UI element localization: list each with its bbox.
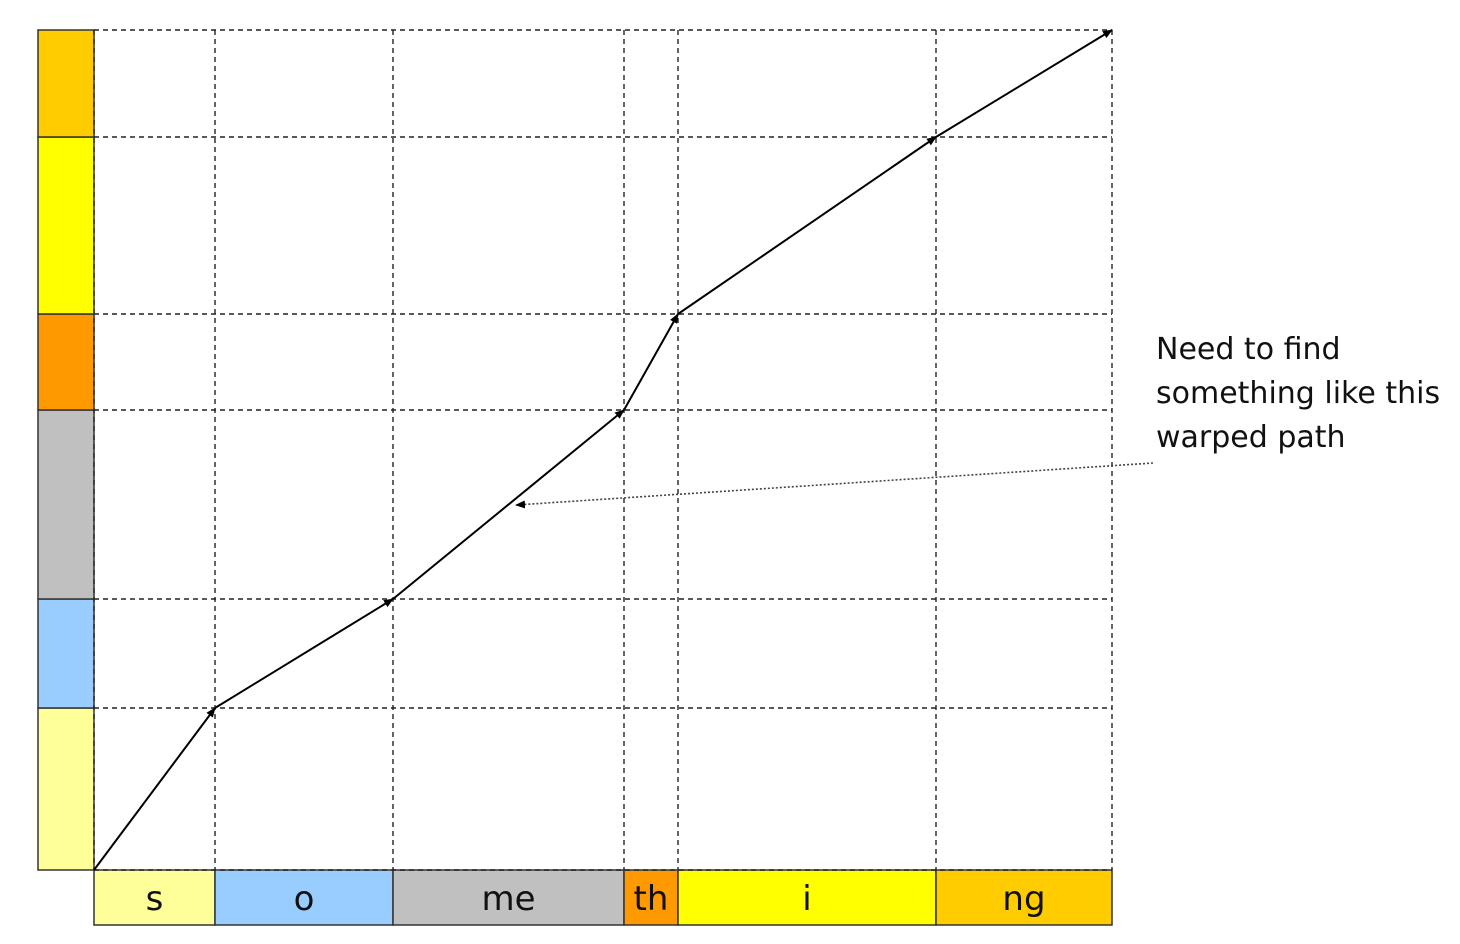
bottom-segment-label: me <box>481 879 535 919</box>
path-step-5 <box>677 136 937 315</box>
bottom-segment-2 <box>214 869 394 926</box>
path-step-6 <box>935 29 1113 138</box>
bottom-segment-label: th <box>634 879 669 919</box>
annotation-pointer-arrow <box>515 462 1154 509</box>
annotation-line-1: Need to find <box>1156 332 1341 367</box>
bottom-segment-label: s <box>146 879 164 919</box>
bottom-segment-label: ng <box>1002 879 1045 919</box>
annotation-text: Need to find something like this warped … <box>1156 328 1456 460</box>
left-sequence-bar <box>37 29 95 871</box>
left-segment-4 <box>37 313 95 411</box>
bottom-segment-label: o <box>294 879 315 919</box>
left-segment-3 <box>37 409 95 600</box>
path-step-3 <box>392 409 625 600</box>
path-step-2 <box>214 598 394 709</box>
annotation-line-2: something like this <box>1156 376 1441 411</box>
bottom-segment-6 <box>935 869 1113 926</box>
bottom-sequence-bar: s o me th i ng <box>93 869 1113 926</box>
left-segment-6 <box>37 29 95 138</box>
alignment-grid <box>93 29 1113 871</box>
left-segment-2 <box>37 598 95 709</box>
left-segment-1 <box>37 707 95 871</box>
path-step-4 <box>623 313 679 411</box>
annotation-line-3: warped path <box>1156 420 1346 455</box>
bottom-segment-label: i <box>802 879 811 919</box>
path-step-1 <box>93 707 216 871</box>
bottom-segment-1 <box>93 869 216 926</box>
left-segment-5 <box>37 136 95 315</box>
bottom-segment-5 <box>677 869 937 926</box>
warped-path <box>93 29 1113 871</box>
